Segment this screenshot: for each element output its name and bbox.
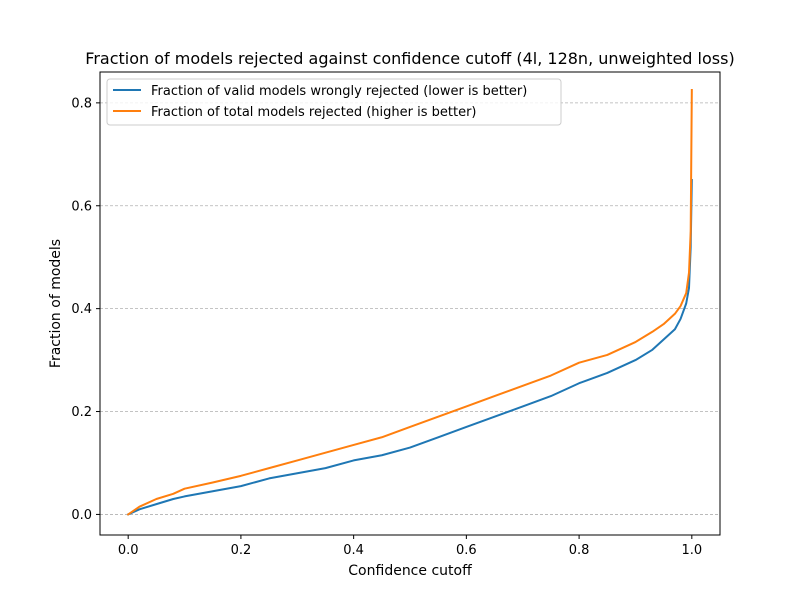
legend: Fraction of valid models wrongly rejecte…: [106, 78, 562, 126]
x-axis-ticks: 0.0 0.2 0.4 0.6 0.8 1.0: [118, 535, 702, 558]
y-axis-label: Fraction of models: [48, 239, 64, 368]
y-tick-label: 0.0: [71, 508, 92, 523]
gridlines: [100, 102, 720, 515]
series-line-total-rejected: [126, 89, 693, 516]
legend-label-valid-rejected: Fraction of valid models wrongly rejecte…: [151, 84, 527, 99]
y-tick-label: 0.2: [71, 405, 92, 420]
y-tick-label: 0.8: [71, 96, 92, 111]
series-lines: [126, 89, 693, 516]
x-tick-label: 0.0: [118, 543, 139, 558]
series-line-valid-rejected: [126, 179, 693, 516]
legend-label-total-rejected: Fraction of total models rejected (highe…: [151, 105, 477, 120]
y-tick-label: 0.6: [71, 199, 92, 214]
legend-box: [106, 78, 562, 126]
y-axis-ticks: 0.0 0.2 0.4 0.6 0.8: [71, 96, 100, 523]
y-tick-label: 0.4: [71, 302, 92, 317]
x-tick-label: 0.6: [456, 543, 477, 558]
x-tick-label: 0.4: [343, 543, 364, 558]
axes-frame: [99, 71, 721, 536]
x-tick-label: 0.2: [231, 543, 252, 558]
chart-title: Fraction of models rejected against conf…: [85, 49, 734, 68]
x-tick-label: 1.0: [681, 543, 702, 558]
x-tick-label: 0.8: [569, 543, 590, 558]
x-axis-label: Confidence cutoff: [348, 563, 472, 579]
